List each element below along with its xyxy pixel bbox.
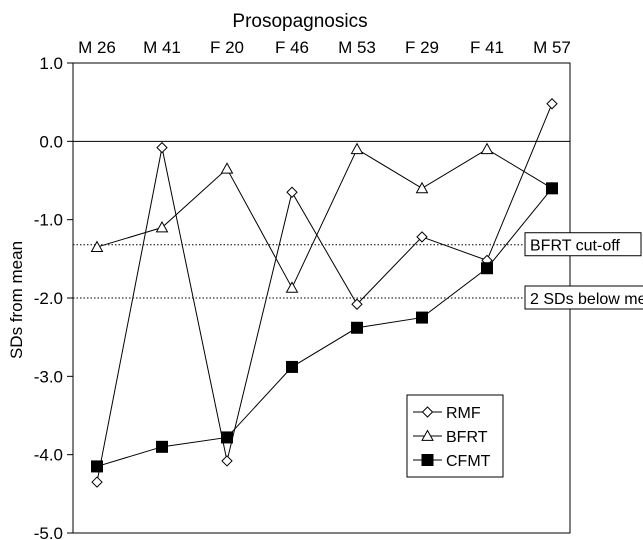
y-tick-label: -1.0 xyxy=(34,211,63,230)
y-tick-label: -4.0 xyxy=(34,446,63,465)
reference-label: BFRT cut-off xyxy=(530,238,620,255)
y-tick-label: -2.0 xyxy=(34,289,63,308)
legend-marker-rmf xyxy=(421,406,434,418)
data-point-cfmt xyxy=(91,460,103,473)
data-point-rmf xyxy=(156,141,168,154)
data-point-cfmt xyxy=(156,440,168,453)
data-point-bfrt xyxy=(285,281,299,293)
x-tick-label: M 26 xyxy=(78,38,116,57)
data-point-cfmt xyxy=(221,431,233,444)
data-point-bfrt xyxy=(220,162,234,174)
data-point-cfmt xyxy=(481,262,493,275)
data-point-rmf xyxy=(286,186,298,198)
x-tick-label: M 57 xyxy=(533,38,571,57)
x-tick-label: M 41 xyxy=(143,38,181,57)
y-tick-label: -5.0 xyxy=(34,524,63,540)
data-point-cfmt xyxy=(351,321,363,334)
x-tick-label: F 41 xyxy=(470,38,504,57)
data-point-cfmt xyxy=(546,182,558,195)
data-point-rmf xyxy=(416,231,428,243)
x-tick-label: F 20 xyxy=(210,38,244,57)
x-tick-label: M 53 xyxy=(338,38,376,57)
legend-marker-bfrt xyxy=(421,429,434,441)
legend-marker-cfmt xyxy=(421,454,434,466)
data-point-rmf xyxy=(221,455,233,467)
legend-label-cfmt: CFMT xyxy=(446,453,491,470)
data-point-rmf xyxy=(91,476,103,488)
legend: RMF BFRT CFMT xyxy=(406,394,504,478)
reference-label-box xyxy=(524,232,642,257)
y-tick-label: -3.0 xyxy=(34,367,63,386)
data-point-rmf xyxy=(546,98,558,110)
legend-label-bfrt: BFRT xyxy=(446,429,488,446)
y-axis-label: SDs from mean xyxy=(7,241,26,359)
data-point-cfmt xyxy=(416,311,428,324)
series-line-rmf xyxy=(96,103,553,483)
data-point-bfrt xyxy=(350,142,364,155)
x-tick-label: F 46 xyxy=(275,38,309,57)
reference-label-box xyxy=(524,285,643,310)
data-point-bfrt xyxy=(480,142,494,155)
legend-label-rmf: RMF xyxy=(446,405,481,422)
y-tick-label: 1.0 xyxy=(39,54,63,73)
data-point-bfrt xyxy=(90,240,104,252)
chart-title: Prosopagnosics xyxy=(232,11,367,32)
series-line-cfmt xyxy=(96,188,553,467)
data-point-cfmt xyxy=(286,360,298,373)
data-point-bfrt xyxy=(155,220,169,233)
x-tick-label: F 29 xyxy=(405,38,439,57)
reference-label: 2 SDs below mean xyxy=(530,291,643,308)
y-tick-label: 0.0 xyxy=(39,132,63,151)
data-point-rmf xyxy=(351,298,363,310)
data-point-bfrt xyxy=(415,181,429,194)
series-line-bfrt xyxy=(96,148,553,289)
